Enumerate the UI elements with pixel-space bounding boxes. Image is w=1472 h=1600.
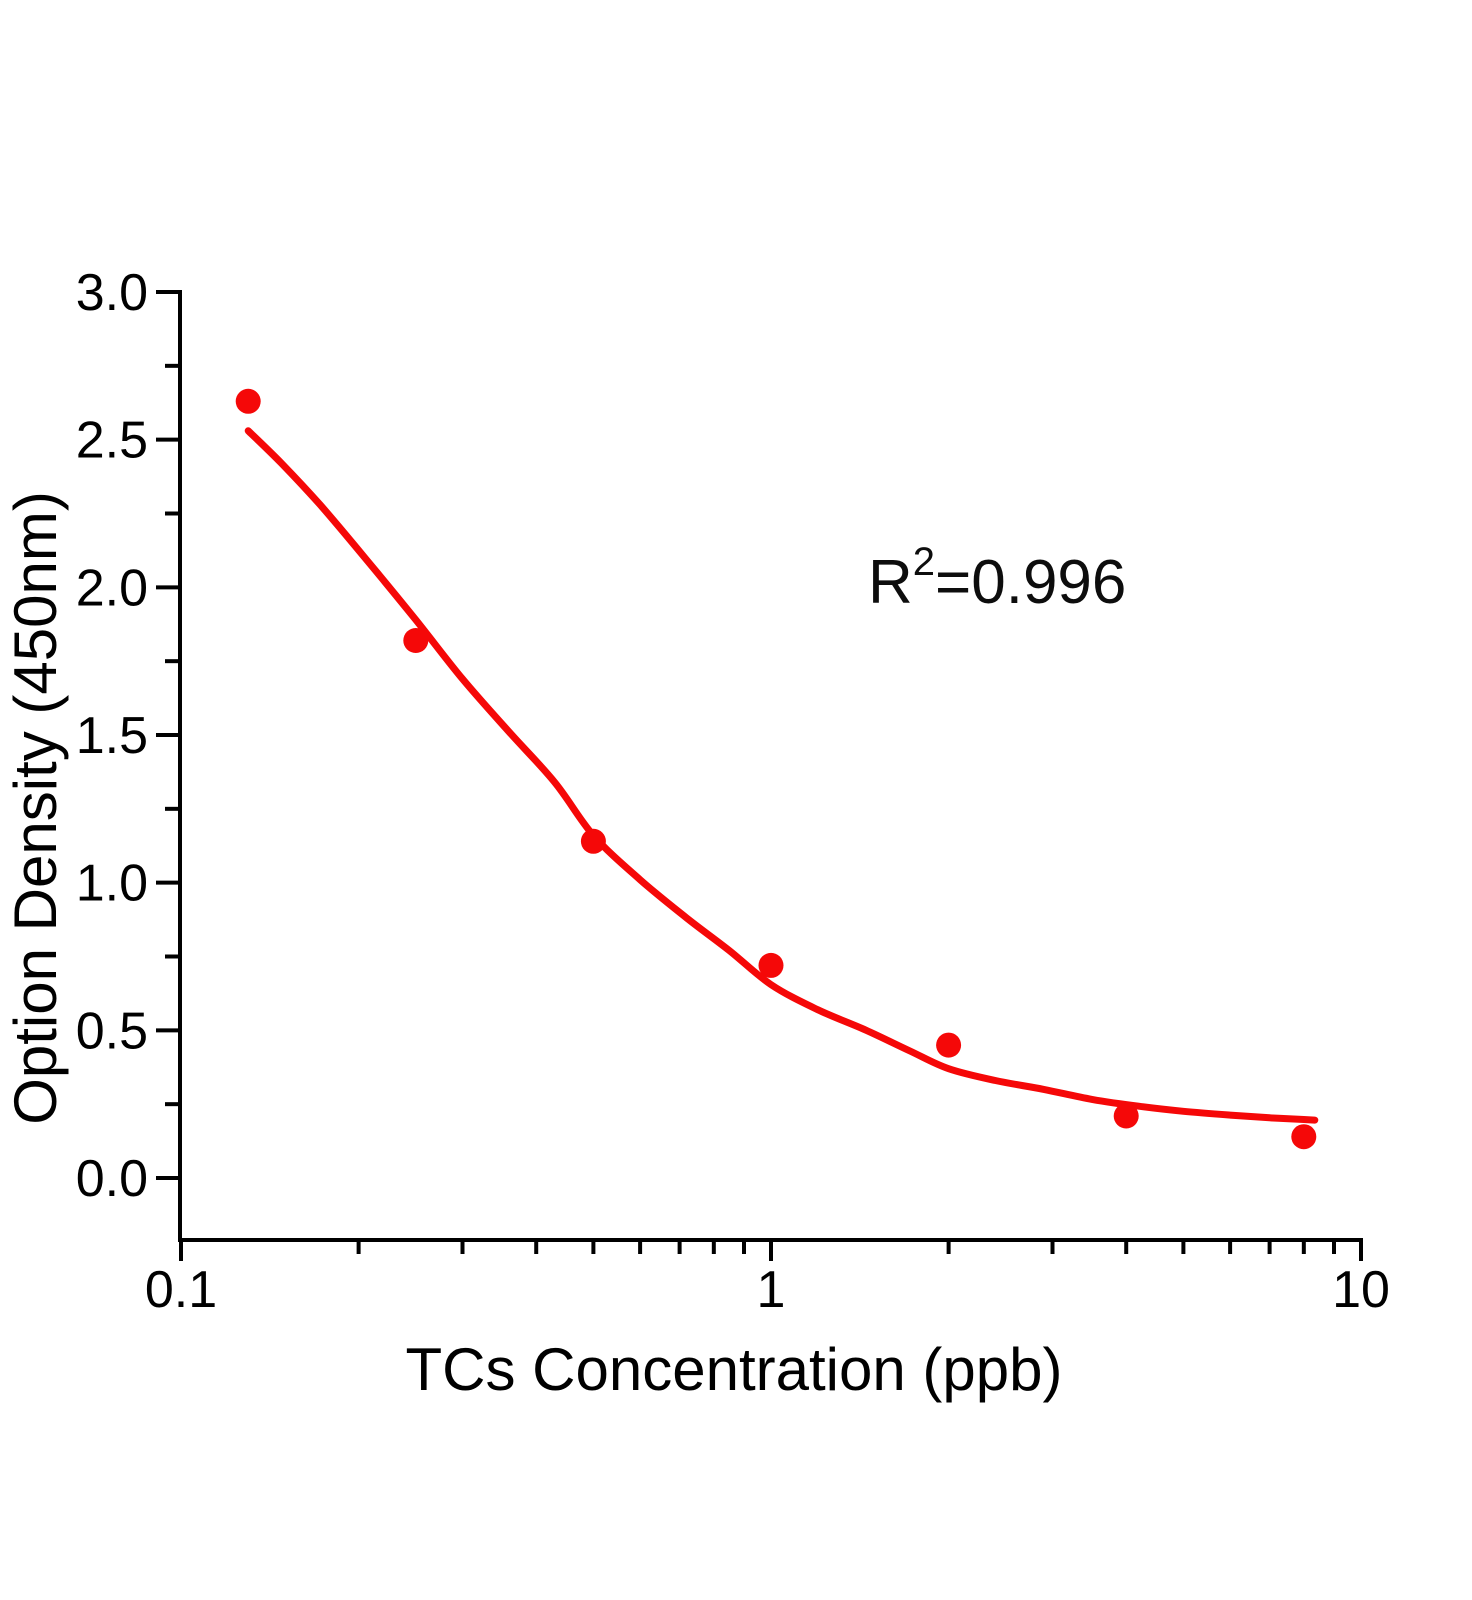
annotation-exponent: 2: [913, 540, 935, 584]
data-point: [235, 388, 261, 414]
y-tick-label: 0.5: [76, 1002, 148, 1060]
y-tick-label: 1.5: [76, 707, 148, 765]
x-axis-title: TCs Concentration (ppb): [406, 1336, 1063, 1403]
data-point: [580, 828, 606, 854]
annotation-base: R: [868, 548, 913, 617]
axes-layer: [156, 290, 1363, 1261]
series-layer: [235, 388, 1319, 1150]
x-tick-label: 1: [757, 1261, 786, 1319]
annotation-rest: =0.996: [935, 548, 1126, 617]
y-axis-title: Option Density (450nm): [2, 491, 69, 1125]
r-squared-annotation: R2=0.996: [868, 540, 1126, 617]
y-tick-label: 0.0: [76, 1150, 148, 1208]
y-tick-label: 2.0: [76, 559, 148, 617]
fit-curve: [244, 427, 1319, 1124]
x-tick-label: 10: [1332, 1261, 1390, 1319]
data-point: [936, 1032, 962, 1058]
data-point: [1113, 1103, 1139, 1129]
y-tick-label: 1.0: [76, 855, 148, 913]
data-point: [758, 952, 784, 978]
x-tick-label: 0.1: [145, 1261, 217, 1319]
tick-label-layer: 0.0 0.5 1.0 1.5 2.0 2.5 3.0 0.1 1 10: [76, 264, 1390, 1319]
y-tick-label: 3.0: [76, 264, 148, 322]
y-tick-label: 2.5: [76, 412, 148, 470]
data-point: [403, 628, 429, 653]
data-point: [1291, 1124, 1317, 1150]
